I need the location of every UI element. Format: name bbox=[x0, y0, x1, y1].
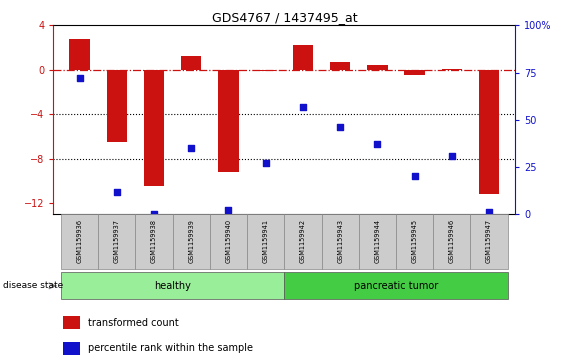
FancyBboxPatch shape bbox=[359, 214, 396, 269]
Bar bbox=[441, 69, 462, 70]
FancyBboxPatch shape bbox=[284, 214, 321, 269]
FancyBboxPatch shape bbox=[396, 214, 434, 269]
Point bbox=[298, 104, 307, 110]
Point bbox=[261, 160, 270, 166]
Bar bbox=[62, 342, 81, 355]
Text: GSM1159943: GSM1159943 bbox=[337, 219, 343, 264]
Bar bbox=[330, 62, 350, 70]
Bar bbox=[367, 65, 388, 70]
Text: GSM1159936: GSM1159936 bbox=[77, 219, 83, 264]
Text: GSM1159945: GSM1159945 bbox=[412, 219, 418, 264]
Text: GSM1159937: GSM1159937 bbox=[114, 219, 120, 264]
Point bbox=[373, 142, 382, 147]
FancyBboxPatch shape bbox=[98, 214, 135, 269]
Text: GSM1159947: GSM1159947 bbox=[486, 219, 492, 264]
FancyBboxPatch shape bbox=[321, 214, 359, 269]
FancyBboxPatch shape bbox=[61, 272, 284, 299]
Point bbox=[187, 145, 196, 151]
FancyBboxPatch shape bbox=[247, 214, 284, 269]
Text: GSM1159944: GSM1159944 bbox=[374, 219, 381, 264]
Bar bbox=[181, 57, 202, 70]
Bar bbox=[69, 39, 90, 70]
Text: GSM1159938: GSM1159938 bbox=[151, 219, 157, 264]
FancyBboxPatch shape bbox=[61, 214, 98, 269]
FancyBboxPatch shape bbox=[471, 214, 508, 269]
FancyBboxPatch shape bbox=[210, 214, 247, 269]
Point bbox=[485, 209, 494, 215]
Bar bbox=[479, 70, 499, 194]
Bar bbox=[256, 70, 276, 71]
Text: transformed count: transformed count bbox=[88, 318, 179, 328]
Text: percentile rank within the sample: percentile rank within the sample bbox=[88, 343, 253, 353]
FancyBboxPatch shape bbox=[434, 214, 471, 269]
Bar bbox=[144, 70, 164, 187]
Point bbox=[150, 211, 159, 217]
Point bbox=[336, 125, 345, 130]
Bar bbox=[293, 45, 313, 70]
Bar bbox=[218, 70, 239, 172]
FancyBboxPatch shape bbox=[135, 214, 173, 269]
Title: GDS4767 / 1437495_at: GDS4767 / 1437495_at bbox=[212, 11, 357, 24]
FancyBboxPatch shape bbox=[173, 214, 210, 269]
Bar bbox=[106, 70, 127, 142]
Bar bbox=[62, 316, 81, 329]
Point bbox=[410, 174, 419, 179]
Bar bbox=[404, 70, 425, 76]
Point bbox=[448, 153, 457, 159]
Text: pancreatic tumor: pancreatic tumor bbox=[354, 281, 438, 291]
Text: GSM1159939: GSM1159939 bbox=[188, 220, 194, 263]
Text: GSM1159941: GSM1159941 bbox=[263, 219, 269, 264]
Point bbox=[224, 208, 233, 213]
Text: disease state: disease state bbox=[3, 281, 63, 290]
Text: GSM1159942: GSM1159942 bbox=[300, 219, 306, 264]
Text: GSM1159940: GSM1159940 bbox=[225, 219, 231, 264]
Text: healthy: healthy bbox=[154, 281, 191, 291]
Point bbox=[75, 76, 84, 81]
Text: GSM1159946: GSM1159946 bbox=[449, 219, 455, 264]
FancyBboxPatch shape bbox=[284, 272, 508, 299]
Point bbox=[112, 189, 121, 195]
